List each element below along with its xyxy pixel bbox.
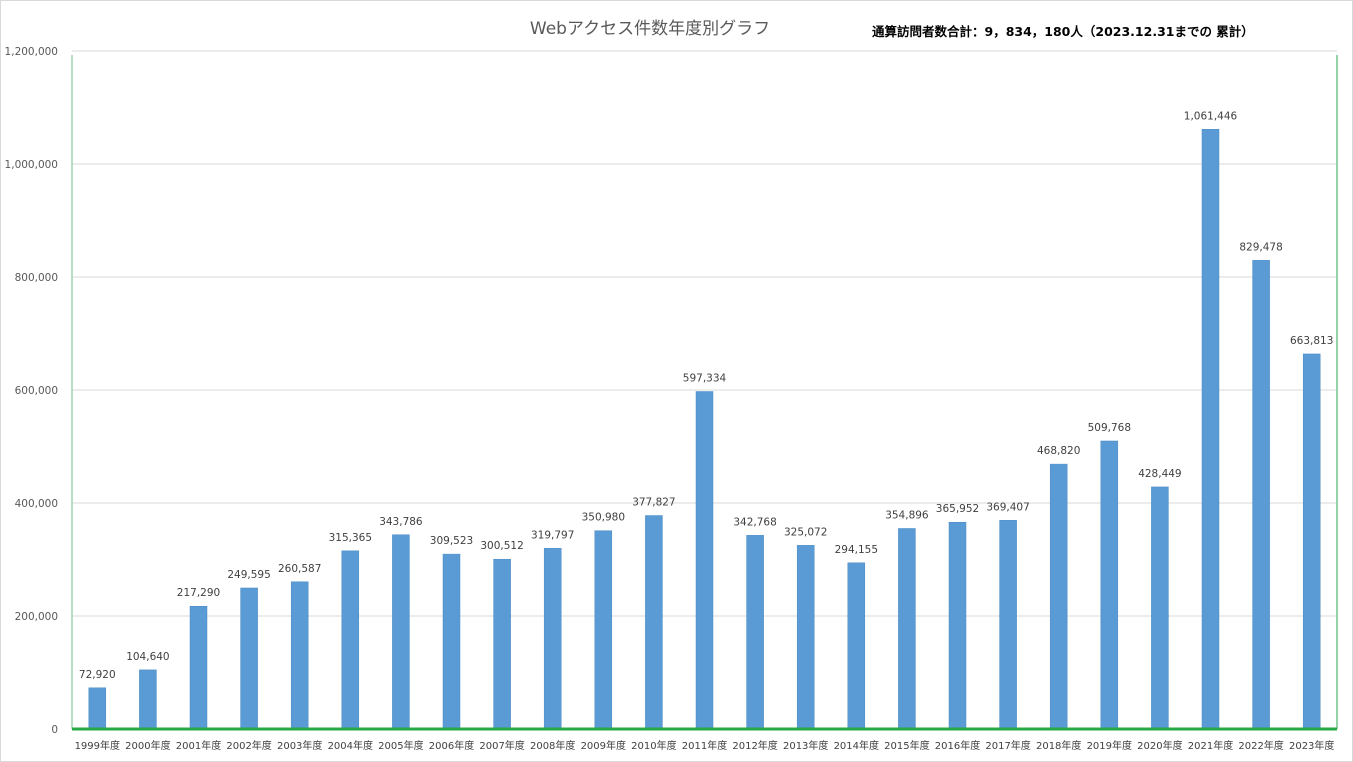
- data-label: 309,523: [430, 535, 473, 547]
- y-tick-label: 1,200,000: [5, 46, 58, 58]
- bar: [88, 687, 107, 730]
- bar: [948, 521, 967, 730]
- data-label: 343,786: [379, 516, 423, 528]
- x-tick-label: 2016年度: [935, 739, 980, 752]
- x-tick-label: 2018年度: [1036, 739, 1081, 752]
- x-tick-label: 2000年度: [125, 739, 170, 752]
- data-label: 354,896: [885, 509, 929, 521]
- x-tick-label: 2008年度: [530, 739, 575, 752]
- x-tick-label: 2003年度: [277, 739, 322, 752]
- x-tick-label: 2009年度: [581, 739, 626, 752]
- x-tick-label: 2017年度: [985, 739, 1030, 752]
- data-label: 509,768: [1088, 422, 1131, 434]
- data-label: 300,512: [480, 540, 523, 552]
- data-labels: 72,920 104,640 217,290 249,595 260,587 315,36…: [79, 110, 1333, 681]
- data-label: 377,827: [632, 497, 675, 509]
- data-label: 260,587: [278, 563, 321, 575]
- bar: [1201, 129, 1220, 730]
- y-tick-label: 1,000,000: [5, 159, 58, 171]
- bar: [645, 515, 663, 730]
- data-label: 369,407: [986, 501, 1029, 513]
- data-label: 294,155: [835, 544, 878, 556]
- x-tick-label: 2020年度: [1137, 739, 1182, 752]
- x-tick-label: 2023年度: [1289, 739, 1334, 752]
- bar: [1151, 486, 1169, 730]
- bar: [746, 535, 764, 730]
- data-label: 350,980: [582, 512, 625, 524]
- x-tick-label: 1999年度: [75, 739, 120, 752]
- x-tick-label: 2019年度: [1087, 739, 1132, 752]
- y-tick-label: 800,000: [15, 272, 58, 284]
- y-axis-ticks: 0 200,000 400,000 600,000 800,000 1,000,000 1,…: [5, 46, 58, 736]
- x-tick-label: 2021年度: [1188, 739, 1233, 752]
- bar: [543, 548, 562, 730]
- x-tick-label: 2005年度: [378, 739, 423, 752]
- bar: [1100, 440, 1119, 730]
- bar: [240, 587, 258, 730]
- bar: [290, 581, 309, 730]
- bar: [493, 558, 511, 730]
- bar: [594, 530, 613, 730]
- y-tick-label: 600,000: [15, 385, 58, 397]
- data-label: 249,595: [227, 569, 270, 581]
- bar: [1049, 463, 1068, 730]
- x-tick-label: 2011年度: [682, 739, 727, 752]
- bar: [999, 520, 1017, 730]
- data-label: 829,478: [1239, 241, 1282, 253]
- chart-title: Webアクセス件数年度別グラフ: [529, 19, 771, 39]
- data-label: 315,365: [329, 532, 372, 544]
- x-tick-label: 2013年度: [783, 739, 828, 752]
- x-tick-label: 2006年度: [429, 739, 474, 752]
- bar: [1252, 260, 1270, 730]
- data-label: 428,449: [1138, 468, 1181, 480]
- data-label: 325,072: [784, 526, 827, 538]
- x-tick-label: 2010年度: [631, 739, 676, 752]
- bar: [796, 545, 815, 730]
- x-tick-label: 2015年度: [884, 739, 929, 752]
- data-label: 1,061,446: [1184, 110, 1238, 122]
- total-visitors-note: 通算訪問者数合計：9，834，180人（2023.12.31までの 累計）: [872, 24, 1254, 39]
- bar: [898, 528, 916, 730]
- bar: [847, 562, 866, 730]
- data-label: 217,290: [177, 587, 220, 599]
- x-tick-label: 2004年度: [328, 739, 373, 752]
- bar: [139, 669, 157, 730]
- data-label: 72,920: [79, 669, 116, 681]
- data-label: 104,640: [126, 651, 169, 663]
- data-label: 365,952: [936, 503, 979, 515]
- data-label: 342,768: [733, 516, 776, 528]
- x-tick-label: 2001年度: [176, 739, 221, 752]
- bar: [392, 534, 410, 730]
- plot-frame: [71, 55, 1338, 731]
- data-label: 319,797: [531, 529, 574, 541]
- x-tick-label: 2022年度: [1238, 739, 1283, 752]
- y-tick-label: 200,000: [15, 611, 58, 623]
- x-tick-label: 2012年度: [732, 739, 777, 752]
- x-tick-label: 2002年度: [226, 739, 271, 752]
- bar: [695, 391, 714, 730]
- bar: [341, 550, 360, 730]
- x-axis-ticks: 1999年度 2000年度 2001年度 2002年度 2003年度 2004年度 2005…: [75, 739, 1335, 752]
- x-tick-label: 2007年度: [479, 739, 524, 752]
- bar: [189, 605, 208, 730]
- y-tick-label: 0: [51, 724, 58, 736]
- data-label: 468,820: [1037, 445, 1080, 457]
- data-label: 597,334: [683, 373, 727, 385]
- y-tick-label: 400,000: [15, 498, 58, 510]
- bars: [88, 129, 1321, 730]
- bar: [1302, 353, 1321, 730]
- x-tick-label: 2014年度: [834, 739, 879, 752]
- data-label: 663,813: [1290, 335, 1333, 347]
- bar: [442, 553, 461, 730]
